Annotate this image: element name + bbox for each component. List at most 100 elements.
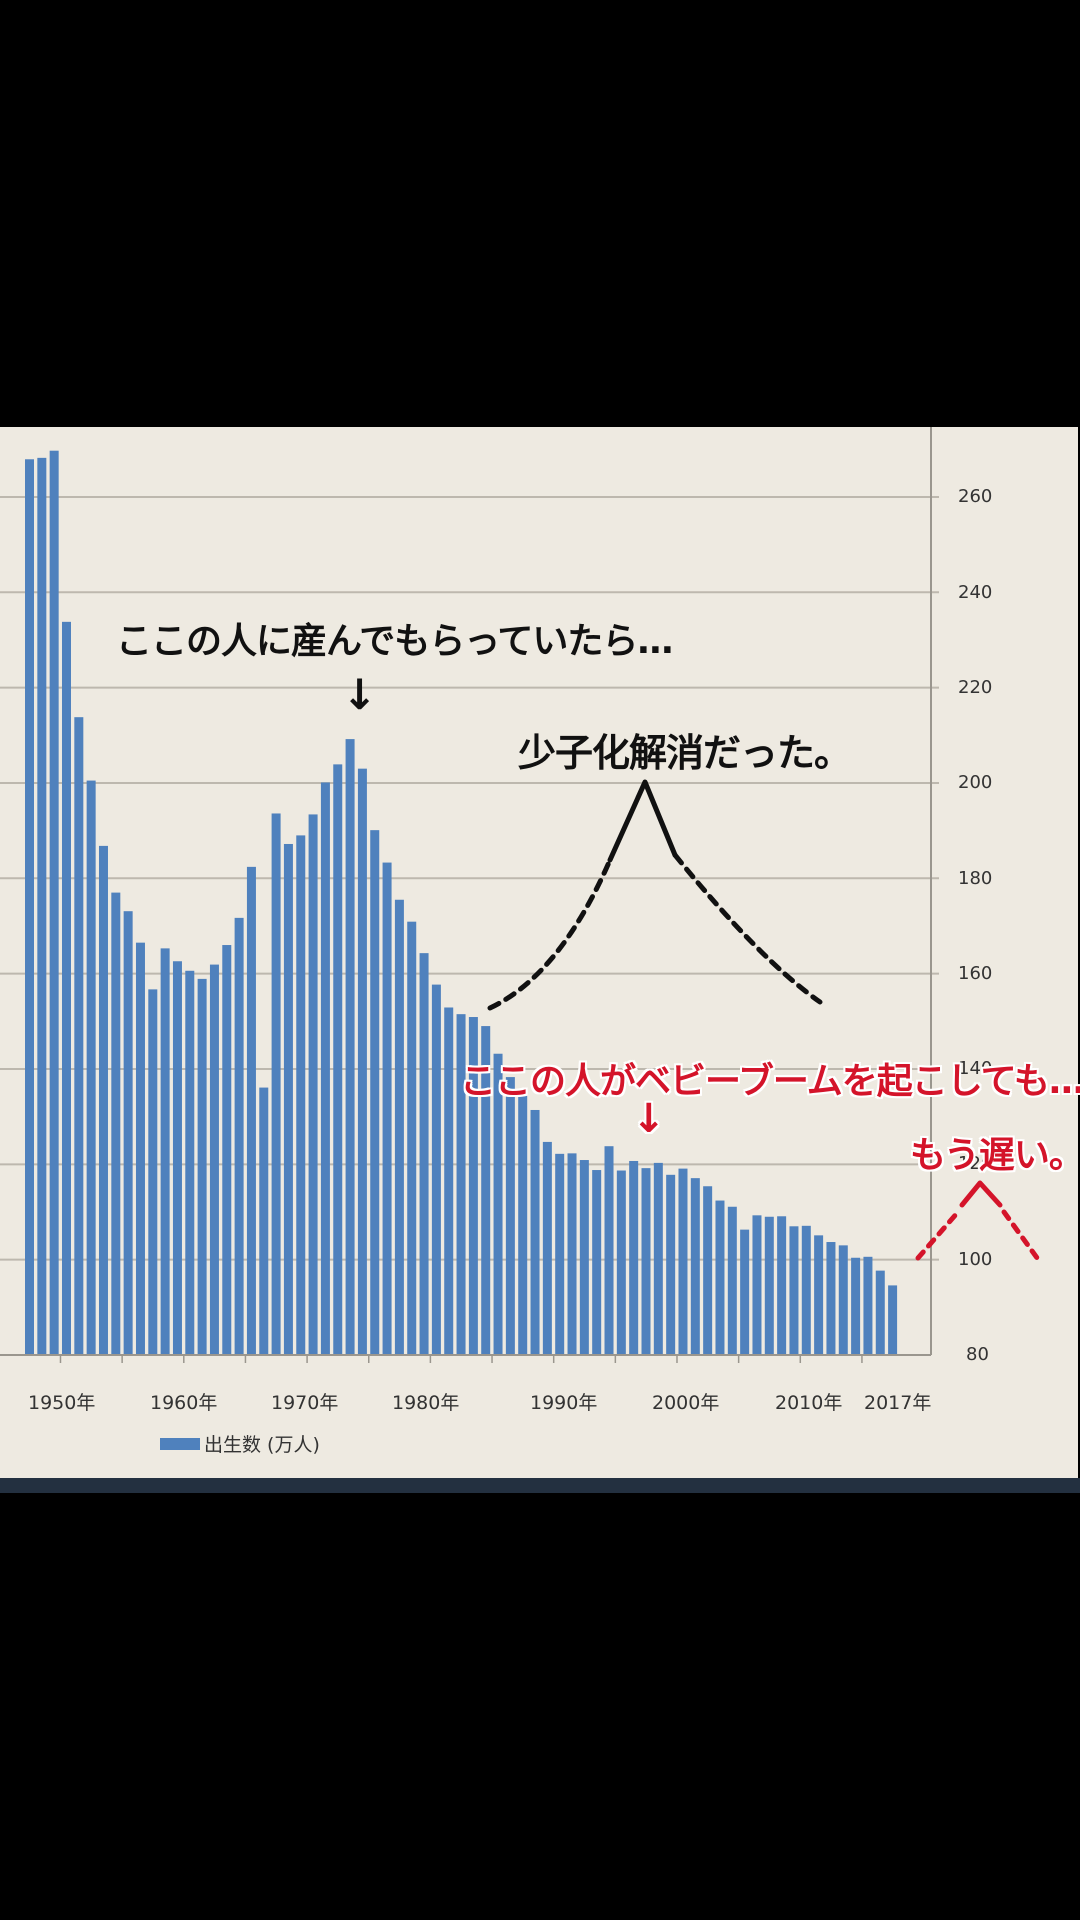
legend-label: 出生数 (万人) [204, 1434, 320, 1456]
bar [727, 1206, 737, 1355]
y-tick-label: 140 [958, 1058, 993, 1079]
bar [320, 782, 330, 1355]
y-tick-label: 260 [958, 486, 993, 507]
bar [875, 1270, 885, 1355]
bar [814, 1235, 824, 1355]
bar [690, 1178, 700, 1355]
x-tick-label: 2017年 [864, 1392, 932, 1414]
bar [863, 1256, 873, 1355]
bar [838, 1245, 848, 1355]
dashed-curve-left [487, 857, 613, 1011]
red-peak-caret [959, 1180, 1003, 1208]
bar [567, 1153, 577, 1355]
bar [407, 921, 417, 1355]
bar [801, 1225, 811, 1355]
bar [382, 862, 392, 1355]
bar [345, 739, 355, 1355]
bar [308, 814, 318, 1355]
bar [234, 917, 244, 1355]
bar [641, 1168, 651, 1355]
x-tick-label: 1960年 [150, 1392, 218, 1414]
bar [740, 1229, 750, 1355]
bar [789, 1226, 799, 1355]
bar [172, 961, 182, 1355]
y-tick-label: 200 [958, 772, 993, 793]
bar [333, 764, 343, 1355]
bar [851, 1257, 861, 1355]
bar [715, 1200, 725, 1355]
bar [246, 866, 256, 1355]
bar [481, 1026, 491, 1355]
y-tick-label: 180 [958, 868, 993, 889]
bar [542, 1141, 552, 1355]
bar [74, 717, 84, 1355]
bar [271, 813, 281, 1355]
bar [49, 450, 59, 1356]
red-dashed-left [915, 1209, 961, 1261]
bar [616, 1170, 626, 1355]
bar [703, 1186, 713, 1355]
bar [764, 1216, 774, 1355]
bar [259, 1087, 269, 1355]
bar [678, 1168, 688, 1355]
bar [283, 843, 293, 1355]
bar [666, 1174, 676, 1355]
bar [604, 1146, 614, 1355]
annotation-black-line1: ここの人に産んでもらっていたら… [116, 621, 673, 662]
bar [505, 1077, 515, 1355]
y-tick-label: 80 [966, 1344, 989, 1365]
bar [468, 1017, 478, 1355]
bar [431, 984, 441, 1355]
bar [530, 1109, 540, 1355]
bar [98, 845, 108, 1355]
red-dashed-right [1001, 1209, 1043, 1265]
x-tick-label: 1950年 [28, 1392, 96, 1414]
bar [123, 911, 133, 1355]
bar [135, 942, 145, 1355]
x-tick-label: 1990年 [530, 1392, 598, 1414]
y-tick-label: 220 [958, 677, 993, 698]
bar [197, 978, 207, 1355]
dashed-curve-right [672, 852, 823, 1005]
x-tick-label: 1970年 [271, 1392, 339, 1414]
bar [826, 1242, 836, 1355]
bar [888, 1285, 898, 1355]
top-black-band [0, 0, 1080, 427]
peak-caret [607, 779, 678, 863]
y-tick-label: 100 [958, 1249, 993, 1270]
bar [61, 621, 71, 1355]
bar [493, 1053, 503, 1355]
bar [25, 459, 34, 1355]
bar [653, 1162, 663, 1355]
bar [444, 1007, 454, 1355]
bar [752, 1215, 762, 1355]
bar [296, 835, 306, 1355]
bar [185, 970, 195, 1355]
bar [148, 989, 158, 1355]
bar [209, 964, 219, 1355]
legend-swatch [160, 1437, 200, 1450]
x-tick-label: 2010年 [775, 1392, 843, 1414]
annotation-red-line2: もう遅い。 [910, 1135, 1080, 1176]
bar [86, 780, 96, 1355]
y-tick-label: 240 [958, 582, 993, 603]
bar [111, 892, 121, 1355]
chart-legend: 出生数 (万人) [160, 1430, 320, 1457]
bar [160, 948, 170, 1355]
y-tick-label: 160 [958, 963, 993, 984]
y-tick-label: 120 [958, 1153, 993, 1174]
bar [370, 830, 380, 1355]
down-arrow-red-icon: ↓ [632, 1096, 666, 1142]
bottom-black-band [0, 1493, 1080, 1920]
bar [518, 1094, 528, 1355]
x-tick-label: 2000年 [652, 1392, 720, 1414]
bar [419, 953, 429, 1355]
bar [592, 1170, 602, 1355]
x-tick-label: 1980年 [392, 1392, 460, 1414]
bottom-dark-strip [0, 1478, 1080, 1493]
bar [357, 768, 367, 1355]
annotation-red-line1: ここの人がベビーブームを起こしても… [460, 1061, 1080, 1102]
bar [456, 1014, 466, 1355]
bar [222, 945, 232, 1355]
